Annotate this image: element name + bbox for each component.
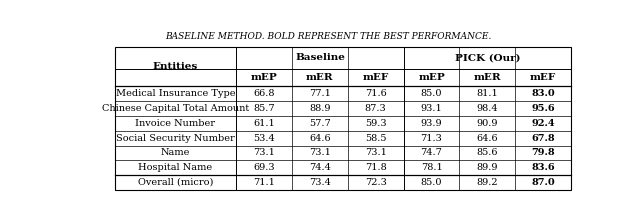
Text: 57.7: 57.7 — [309, 119, 331, 128]
Text: 77.1: 77.1 — [309, 89, 331, 98]
Text: 93.1: 93.1 — [420, 104, 442, 113]
Text: 71.1: 71.1 — [253, 178, 275, 187]
Text: 73.1: 73.1 — [309, 148, 331, 157]
Text: 93.9: 93.9 — [420, 119, 442, 128]
Text: Name: Name — [161, 148, 190, 157]
Text: 78.1: 78.1 — [420, 163, 442, 172]
Text: mEP: mEP — [418, 73, 445, 82]
Text: 66.8: 66.8 — [253, 89, 275, 98]
Text: 88.9: 88.9 — [309, 104, 331, 113]
Text: 58.5: 58.5 — [365, 134, 387, 143]
Text: 53.4: 53.4 — [253, 134, 275, 143]
Text: 59.3: 59.3 — [365, 119, 387, 128]
Text: 72.3: 72.3 — [365, 178, 387, 187]
Text: 85.6: 85.6 — [477, 148, 498, 157]
Text: mEF: mEF — [530, 73, 556, 82]
Text: 64.6: 64.6 — [309, 134, 331, 143]
Text: 90.9: 90.9 — [477, 119, 498, 128]
Text: 98.4: 98.4 — [477, 104, 498, 113]
Text: Chinese Capital Total Amount: Chinese Capital Total Amount — [102, 104, 249, 113]
Text: Social Security Number: Social Security Number — [116, 134, 235, 143]
Text: Hospital Name: Hospital Name — [138, 163, 212, 172]
Text: 74.4: 74.4 — [309, 163, 331, 172]
Text: 81.1: 81.1 — [476, 89, 498, 98]
Text: 69.3: 69.3 — [253, 163, 275, 172]
Text: 89.9: 89.9 — [477, 163, 498, 172]
Text: 61.1: 61.1 — [253, 119, 275, 128]
Text: 79.8: 79.8 — [531, 148, 555, 157]
Text: 71.6: 71.6 — [365, 89, 387, 98]
Text: PICK (Our): PICK (Our) — [454, 53, 520, 62]
Text: 74.7: 74.7 — [420, 148, 442, 157]
Text: 83.0: 83.0 — [531, 89, 555, 98]
Text: 87.3: 87.3 — [365, 104, 387, 113]
Text: mEF: mEF — [363, 73, 389, 82]
Text: 85.7: 85.7 — [253, 104, 275, 113]
Text: 95.6: 95.6 — [531, 104, 555, 113]
Text: mER: mER — [474, 73, 501, 82]
Text: BASELINE METHOD. BOLD REPRESENT THE BEST PERFORMANCE.: BASELINE METHOD. BOLD REPRESENT THE BEST… — [165, 32, 491, 41]
Text: 64.6: 64.6 — [477, 134, 498, 143]
Text: 73.4: 73.4 — [309, 178, 331, 187]
Text: 71.3: 71.3 — [420, 134, 442, 143]
Text: Medical Insurance Type: Medical Insurance Type — [116, 89, 236, 98]
Text: Invoice Number: Invoice Number — [136, 119, 216, 128]
Text: mER: mER — [306, 73, 333, 82]
Text: 73.1: 73.1 — [365, 148, 387, 157]
Text: Overall (micro): Overall (micro) — [138, 178, 213, 187]
Text: 89.2: 89.2 — [477, 178, 498, 187]
Text: mEP: mEP — [251, 73, 278, 82]
Text: 85.0: 85.0 — [420, 178, 442, 187]
Text: 73.1: 73.1 — [253, 148, 275, 157]
Text: 85.0: 85.0 — [420, 89, 442, 98]
Text: 83.6: 83.6 — [531, 163, 555, 172]
Text: Baseline: Baseline — [295, 53, 345, 62]
Text: Entities: Entities — [153, 62, 198, 71]
Bar — [115, 46, 571, 190]
Text: 71.8: 71.8 — [365, 163, 387, 172]
Text: 67.8: 67.8 — [531, 134, 555, 143]
Text: 87.0: 87.0 — [531, 178, 555, 187]
Text: 92.4: 92.4 — [531, 119, 555, 128]
